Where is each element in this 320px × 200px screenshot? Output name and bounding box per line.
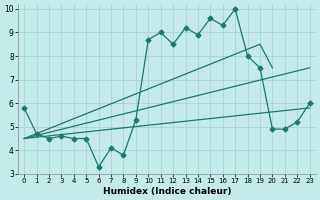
X-axis label: Humidex (Indice chaleur): Humidex (Indice chaleur) [103,187,231,196]
